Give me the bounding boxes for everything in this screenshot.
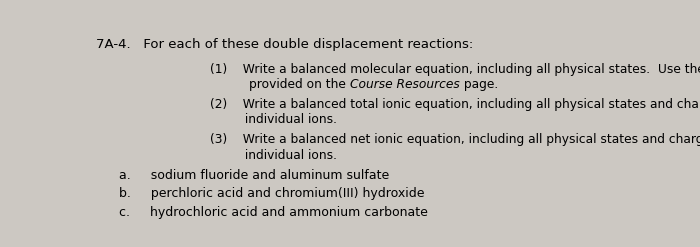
Text: (1)    Write a balanced molecular equation, including all physical states.  Use : (1) Write a balanced molecular equation,… [209,63,700,76]
Text: c.     hydrochloric acid and ammonium carbonate: c. hydrochloric acid and ammonium carbon… [119,206,428,219]
Text: page.: page. [460,78,498,91]
Text: provided on the: provided on the [249,78,350,91]
Text: 7A-4.   For each of these double displacement reactions:: 7A-4. For each of these double displacem… [96,38,473,51]
Text: Course Resources: Course Resources [350,78,460,91]
Text: individual ions.: individual ions. [209,113,337,126]
Text: individual ions.: individual ions. [209,148,337,162]
Text: (2)    Write a balanced total ionic equation, including all physical states and : (2) Write a balanced total ionic equatio… [209,98,700,111]
Text: (3)    Write a balanced net ionic equation, including all physical states and ch: (3) Write a balanced net ionic equation,… [209,133,700,146]
Text: b.     perchloric acid and chromium(III) hydroxide: b. perchloric acid and chromium(III) hyd… [119,187,424,201]
Text: a.     sodium fluoride and aluminum sulfate: a. sodium fluoride and aluminum sulfate [119,169,389,183]
